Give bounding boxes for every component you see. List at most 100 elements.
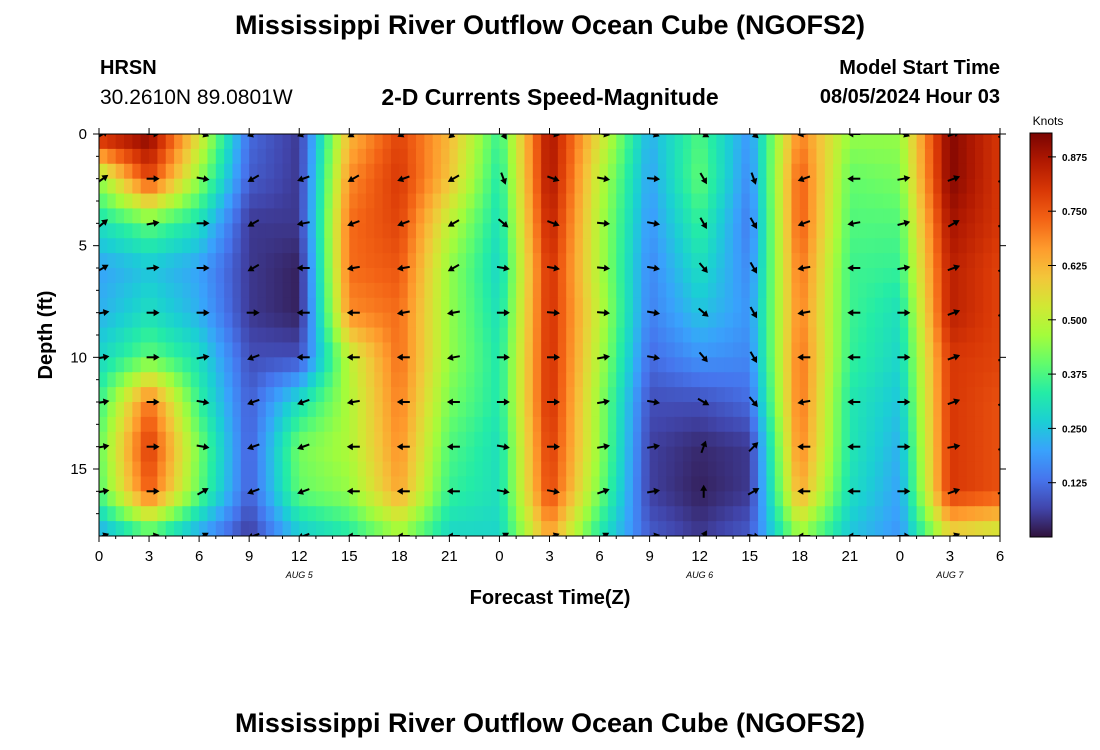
heat-cell	[382, 446, 392, 463]
heat-cell	[649, 163, 659, 180]
current-arrow	[247, 219, 260, 227]
heat-cell	[99, 282, 108, 299]
current-arrow	[700, 440, 708, 454]
heat-cell	[624, 491, 634, 507]
heat-cell	[99, 208, 108, 224]
heat-cell	[499, 342, 509, 358]
heat-cell	[966, 193, 976, 210]
heat-cell	[207, 431, 217, 448]
heat-cell	[324, 268, 334, 284]
heat-cell	[924, 208, 934, 224]
heat-cell	[407, 387, 417, 403]
heat-cell	[282, 521, 292, 536]
heat-cell	[265, 134, 275, 150]
heat-cell	[941, 416, 951, 433]
heat-cell	[274, 446, 284, 463]
heat-cell	[290, 208, 300, 224]
heat-cell	[816, 372, 826, 388]
heat-cell	[941, 387, 951, 403]
heat-cell	[190, 238, 200, 254]
heat-cell	[674, 357, 684, 373]
heat-cell	[349, 238, 359, 254]
heat-cell	[933, 416, 943, 433]
heat-cell	[607, 372, 617, 388]
heat-cell	[115, 402, 125, 418]
heat-cell	[257, 506, 267, 522]
heat-cell	[482, 342, 492, 358]
heat-cell	[799, 357, 809, 373]
heat-cell	[274, 253, 284, 269]
heat-cell	[474, 372, 484, 388]
heat-cell	[441, 506, 450, 522]
heat-cell	[491, 491, 501, 507]
heat-cell	[574, 461, 584, 478]
heat-cell	[983, 178, 993, 195]
heat-cell	[708, 357, 717, 373]
heat-cell	[207, 491, 217, 507]
heat-cell	[290, 223, 300, 239]
heat-cell	[941, 506, 951, 522]
heat-cell	[841, 282, 851, 299]
heat-cell	[399, 461, 409, 478]
heat-cell	[441, 342, 450, 358]
heat-cell	[591, 268, 601, 284]
heat-cell	[574, 342, 584, 358]
heat-cell	[115, 342, 125, 358]
heat-cell	[240, 178, 250, 195]
heat-cell	[941, 253, 951, 269]
heat-cell	[582, 297, 592, 314]
heat-cell	[165, 372, 175, 388]
current-arrow	[146, 353, 160, 361]
heat-cell	[107, 312, 117, 329]
heat-cell	[741, 238, 751, 254]
heat-cell	[224, 223, 234, 239]
heat-cell	[382, 372, 392, 388]
heat-cell	[816, 253, 826, 269]
heat-cell	[816, 416, 826, 433]
current-arrow	[750, 172, 758, 185]
heat-cell	[524, 312, 534, 329]
heat-cell	[766, 297, 776, 314]
heat-cell	[557, 208, 567, 224]
heat-cell	[891, 148, 901, 165]
heat-cell	[365, 476, 375, 492]
heat-cell	[499, 461, 509, 478]
current-arrow	[698, 262, 708, 273]
heat-cell	[190, 134, 200, 150]
heat-cell	[549, 282, 559, 299]
heat-cell	[282, 372, 292, 388]
heat-cell	[958, 372, 968, 388]
heat-cell	[107, 282, 117, 299]
heat-cell	[749, 491, 759, 507]
heat-cell	[257, 208, 267, 224]
current-arrow	[397, 175, 410, 183]
heat-cell	[958, 208, 968, 224]
heat-cell	[524, 357, 534, 373]
heat-cell	[432, 297, 442, 314]
heat-cell	[215, 193, 225, 210]
heat-cell	[699, 491, 709, 507]
heat-cell	[708, 238, 717, 254]
heat-cell	[766, 312, 776, 329]
heat-cell	[816, 193, 826, 210]
heat-cell	[449, 506, 459, 522]
heat-cell	[507, 223, 517, 239]
current-arrow	[751, 134, 759, 139]
heat-cell	[416, 208, 425, 224]
heat-cell	[607, 342, 617, 358]
heat-cell	[657, 268, 667, 284]
heat-cell	[474, 208, 484, 224]
current-arrow	[847, 532, 861, 536]
heat-cell	[933, 253, 943, 269]
heat-cell	[991, 521, 1000, 536]
heat-cell	[983, 342, 993, 358]
heat-cell	[299, 491, 309, 507]
heat-cell	[365, 446, 375, 463]
heat-cell	[324, 357, 334, 373]
heat-cell	[841, 521, 851, 536]
heat-cell	[682, 134, 692, 150]
heat-cell	[657, 282, 667, 299]
heat-cell	[791, 148, 801, 165]
heat-cell	[124, 178, 133, 195]
heat-cell	[466, 387, 476, 403]
